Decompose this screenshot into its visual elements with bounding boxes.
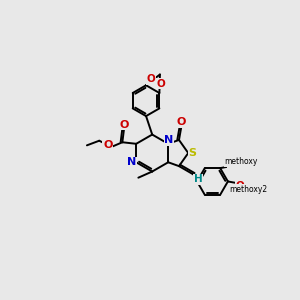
Text: S: S: [188, 148, 196, 158]
Text: O: O: [176, 117, 186, 128]
Text: N: N: [164, 135, 174, 145]
Text: O: O: [103, 140, 112, 150]
Text: O: O: [119, 119, 129, 130]
Text: methoxy2: methoxy2: [230, 184, 268, 194]
Text: methoxy: methoxy: [224, 158, 258, 166]
Text: O: O: [157, 79, 166, 89]
Text: H: H: [194, 174, 203, 184]
Text: N: N: [127, 157, 136, 167]
Text: O: O: [146, 74, 155, 84]
Text: O: O: [235, 181, 244, 191]
Text: O: O: [227, 158, 236, 169]
